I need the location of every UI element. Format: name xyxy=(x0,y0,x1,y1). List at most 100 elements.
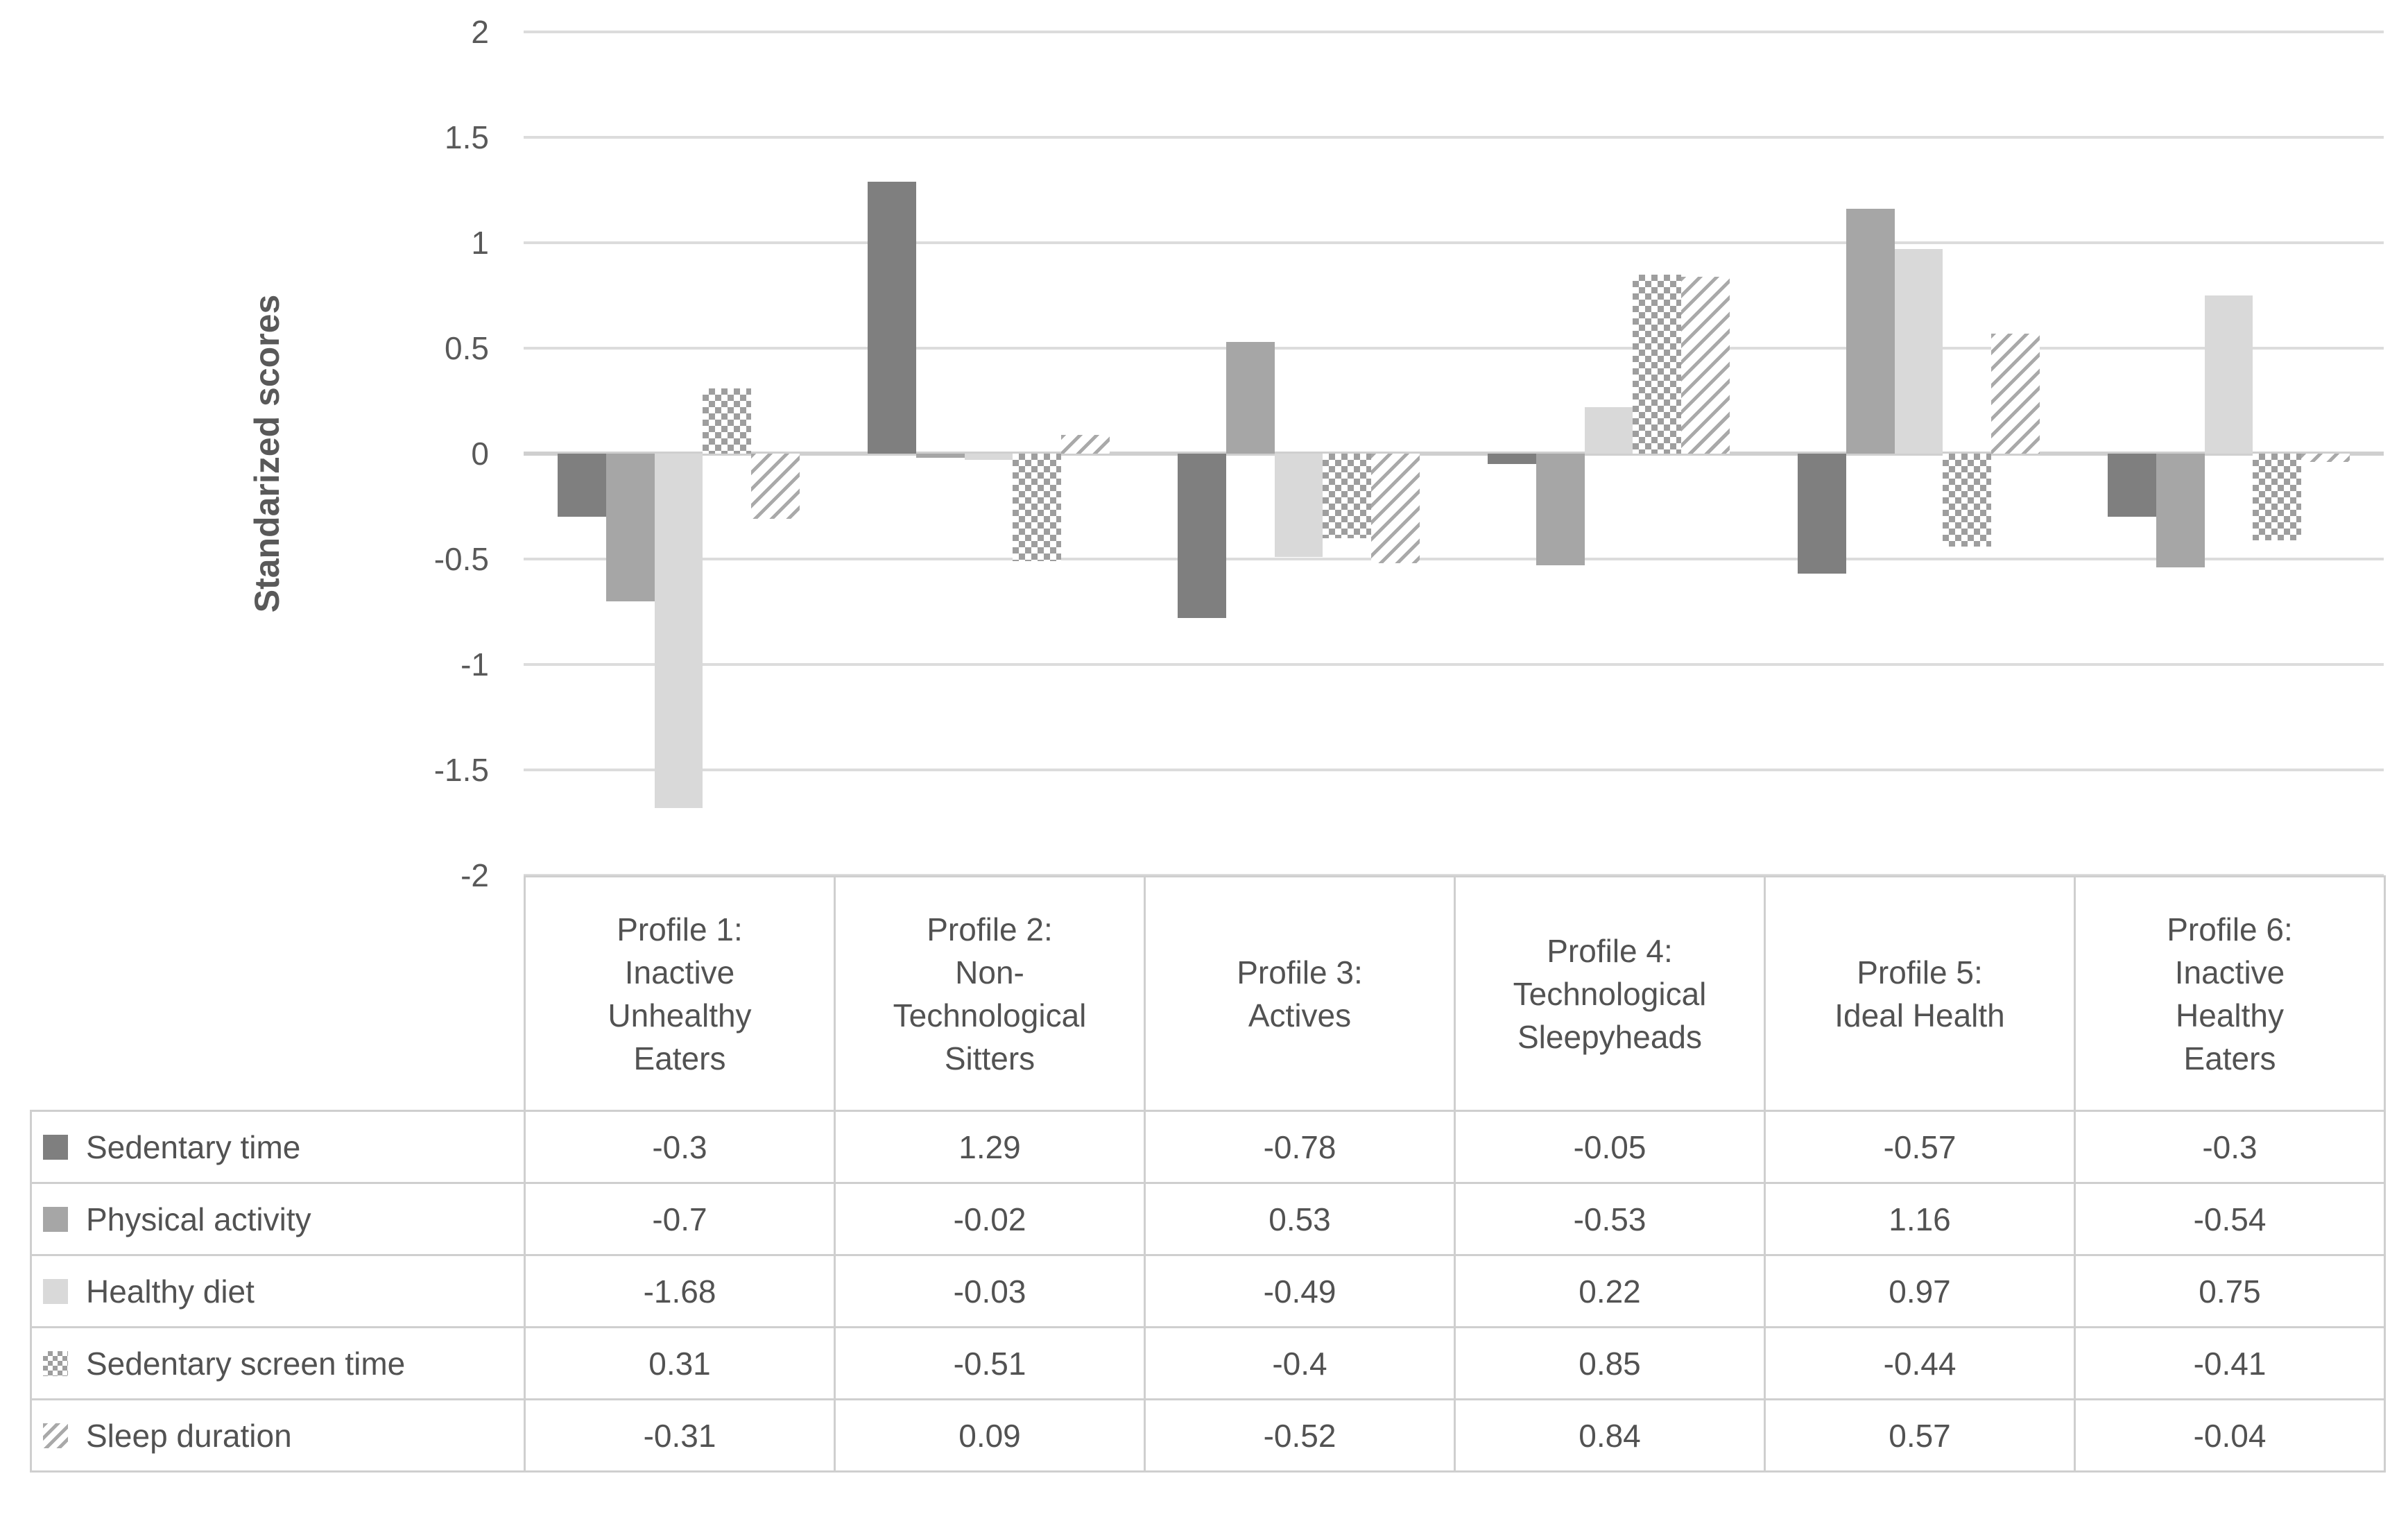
table-value-cell: 1.29 xyxy=(834,1110,1146,1184)
legend-key-icon xyxy=(43,1278,68,1304)
table-value-cell: 0.85 xyxy=(1454,1326,1766,1400)
bar xyxy=(1894,249,1943,454)
bar xyxy=(654,454,703,808)
table-value-cell: -0.3 xyxy=(524,1110,836,1184)
zero-axis-line xyxy=(524,452,2384,456)
table-value-cell: -0.53 xyxy=(1454,1182,1766,1256)
table-value-cell: 1.16 xyxy=(1764,1182,2076,1256)
table-value-cell: -0.03 xyxy=(834,1254,1146,1328)
gridline xyxy=(524,241,2384,244)
y-tick-label: -1.5 xyxy=(433,752,489,788)
series-name: Sedentary screen time xyxy=(86,1345,406,1382)
bar xyxy=(2108,454,2156,517)
table-value-cell: -0.41 xyxy=(2074,1326,2386,1400)
table-value-cell: 0.31 xyxy=(524,1326,836,1400)
table-header-cell: Profile 3: Actives xyxy=(1144,875,1456,1112)
table-value-cell: -0.7 xyxy=(524,1182,836,1256)
bar xyxy=(1536,454,1585,566)
series-name: Sleep duration xyxy=(86,1417,292,1454)
table-header-cell: Profile 6: Inactive Healthy Eaters xyxy=(2074,875,2386,1112)
bar xyxy=(1061,434,1110,454)
bar xyxy=(915,454,965,458)
bar xyxy=(1943,454,1992,547)
bar xyxy=(1274,454,1323,557)
table-row-label: Physical activity xyxy=(30,1182,526,1256)
table-value-cell: -0.3 xyxy=(2074,1110,2386,1184)
bar xyxy=(1991,333,2040,454)
bar xyxy=(2156,454,2205,568)
table-value-cell: -0.44 xyxy=(1764,1326,2076,1400)
table-header-cell: Profile 5: Ideal Health xyxy=(1764,875,2076,1112)
gridline xyxy=(524,136,2384,139)
bar xyxy=(1013,454,1062,562)
table-value-cell: 0.22 xyxy=(1454,1254,1766,1328)
bar xyxy=(1681,276,1730,454)
gridline xyxy=(524,558,2384,560)
series-name: Sedentary time xyxy=(86,1128,301,1165)
bar xyxy=(1798,454,1846,574)
y-tick-label: 0.5 xyxy=(445,330,489,366)
bar xyxy=(2253,454,2302,540)
table-row-label: Sedentary time xyxy=(30,1110,526,1184)
table-header-cell: Profile 4: Technological Sleepyheads xyxy=(1454,875,1766,1112)
table-value-cell: 0.57 xyxy=(1764,1398,2076,1473)
bar xyxy=(751,454,800,520)
series-name: Physical activity xyxy=(86,1201,311,1237)
table-row-label: Sleep duration xyxy=(30,1398,526,1473)
y-tick-label: 2 xyxy=(471,14,489,50)
table-value-cell: -0.57 xyxy=(1764,1110,2076,1184)
bar xyxy=(2204,295,2253,454)
gridline xyxy=(524,31,2384,33)
bar xyxy=(1323,454,1372,538)
bar xyxy=(964,454,1013,461)
bar xyxy=(1371,454,1420,564)
table-value-cell: -0.4 xyxy=(1144,1326,1456,1400)
legend-key-icon xyxy=(43,1350,68,1376)
table-value-cell: -0.78 xyxy=(1144,1110,1456,1184)
table-value-cell: -0.02 xyxy=(834,1182,1146,1256)
table-value-cell: -0.54 xyxy=(2074,1182,2386,1256)
table-header-cell: Profile 2: Non- Technological Sitters xyxy=(834,875,1146,1112)
y-tick-label: 0 xyxy=(471,436,489,472)
bar xyxy=(1488,454,1536,465)
y-axis-title: Standarized scores xyxy=(248,294,286,613)
table-value-cell: -0.31 xyxy=(524,1398,836,1473)
table-header-cell: Profile 1: Inactive Unhealthy Eaters xyxy=(524,875,836,1112)
table-value-cell: -0.05 xyxy=(1454,1110,1766,1184)
gridline xyxy=(524,347,2384,350)
table-value-cell: -1.68 xyxy=(524,1254,836,1328)
table-value-cell: -0.52 xyxy=(1144,1398,1456,1473)
bar xyxy=(2301,454,2350,463)
y-tick-label: 1.5 xyxy=(445,119,489,155)
y-tick-label: -1 xyxy=(461,646,489,683)
gridline xyxy=(524,769,2384,771)
series-name: Healthy diet xyxy=(86,1273,255,1310)
y-tick-label: -0.5 xyxy=(433,541,489,577)
table-value-cell: 0.53 xyxy=(1144,1182,1456,1256)
table-value-cell: -0.49 xyxy=(1144,1254,1456,1328)
bar xyxy=(1226,341,1275,454)
bar xyxy=(558,454,606,517)
bar xyxy=(1846,209,1895,454)
bar xyxy=(1584,407,1633,454)
bar xyxy=(868,181,916,454)
gridline xyxy=(524,663,2384,666)
table-value-cell: 0.84 xyxy=(1454,1398,1766,1473)
table-value-cell: -0.51 xyxy=(834,1326,1146,1400)
table-value-cell: 0.75 xyxy=(2074,1254,2386,1328)
y-tick-label: -2 xyxy=(461,857,489,893)
bar xyxy=(703,388,752,454)
table-value-cell: 0.09 xyxy=(834,1398,1146,1473)
table-value-cell: 0.97 xyxy=(1764,1254,2076,1328)
legend-key-icon xyxy=(43,1423,68,1448)
legend-key-icon xyxy=(43,1206,68,1232)
legend-key-icon xyxy=(43,1134,68,1160)
y-tick-label: 1 xyxy=(471,225,489,261)
table-row-label: Sedentary screen time xyxy=(30,1326,526,1400)
bar xyxy=(1178,454,1226,619)
table-row-label: Healthy diet xyxy=(30,1254,526,1328)
bar xyxy=(605,454,655,601)
bar xyxy=(1633,274,1682,454)
table-value-cell: -0.04 xyxy=(2074,1398,2386,1473)
